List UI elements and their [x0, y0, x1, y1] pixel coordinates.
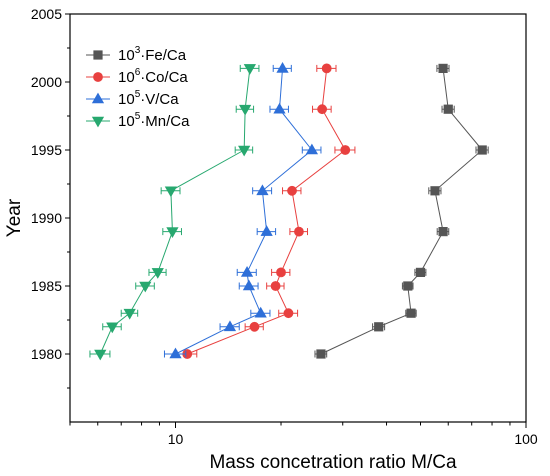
legend-label: 106·Co/Ca [118, 67, 188, 86]
y-tick-label: 1995 [31, 142, 62, 158]
series-mnca [89, 64, 260, 361]
series-line [320, 68, 483, 355]
data-point [305, 143, 319, 155]
legend-marker [93, 72, 103, 82]
data-point [294, 226, 304, 237]
legend-item: 106·Co/Ca [86, 67, 188, 86]
data-point [340, 145, 351, 155]
data-point [166, 227, 179, 239]
series-vca [163, 61, 322, 359]
data-point [276, 61, 289, 73]
y-tick-label: 2005 [31, 6, 62, 22]
data-point [438, 227, 448, 237]
legend-marker [93, 50, 103, 60]
series-line [187, 68, 346, 355]
series-line [99, 68, 251, 355]
y-axis-title: Year [4, 198, 25, 237]
data-point [242, 279, 256, 291]
legend-item: 105·V/Ca [86, 89, 179, 108]
y-tick-label: 1980 [31, 346, 62, 362]
data-point [256, 184, 269, 196]
data-point [477, 145, 487, 155]
series-coca [176, 63, 356, 359]
data-point [238, 145, 251, 157]
data-point [430, 186, 440, 196]
data-point [276, 267, 286, 278]
data-point [223, 320, 237, 332]
data-point [151, 268, 164, 279]
legend-item: 105·Mn/Ca [86, 111, 190, 130]
data-point [287, 185, 297, 196]
data-point [283, 308, 294, 319]
data-point [169, 347, 182, 359]
y-tick-label: 2000 [31, 74, 62, 90]
x-tick-label: 10 [168, 431, 184, 447]
legend-label: 105·V/Ca [118, 89, 179, 108]
data-point [243, 64, 256, 75]
data-point [374, 322, 384, 332]
series-line [175, 68, 313, 355]
data-point [106, 322, 119, 334]
data-point [316, 349, 326, 359]
legend-marker [91, 92, 105, 104]
data-point [443, 104, 453, 114]
legend-marker [91, 116, 105, 128]
data-point [94, 349, 107, 361]
data-point [403, 281, 413, 291]
data-point [164, 186, 177, 198]
data-point [415, 267, 426, 278]
data-point [273, 102, 286, 114]
data-point [270, 281, 281, 291]
series-feca [314, 63, 489, 359]
legend-label: 103·Fe/Ca [118, 45, 187, 64]
data-point [317, 104, 328, 115]
legend-item: 103·Fe/Ca [86, 45, 187, 64]
data-point [249, 321, 260, 332]
data-point [406, 308, 416, 318]
data-point [321, 63, 332, 74]
data-point [239, 104, 252, 116]
y-tick-label: 1985 [31, 278, 62, 294]
data-point [438, 63, 448, 73]
legend: 103·Fe/Ca 106·Co/Ca 105·V/Ca 105·Mn/Ca [86, 45, 190, 130]
data-point [139, 281, 152, 293]
data-point [260, 225, 273, 236]
x-axis-title: Mass concetration ratio M/Ca [209, 452, 457, 473]
data-point [240, 265, 254, 277]
data-point [254, 306, 267, 318]
legend-label: 105·Mn/Ca [118, 111, 190, 130]
x-tick-label: 100 [514, 431, 538, 447]
data-point [123, 308, 136, 320]
y-tick-label: 1990 [31, 210, 62, 226]
